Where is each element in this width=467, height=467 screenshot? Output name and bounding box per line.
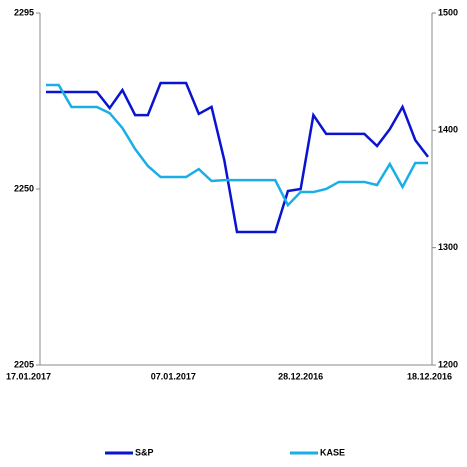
y-tick-label: 2205 bbox=[14, 359, 34, 369]
x-tick-label: 18.12.2016 bbox=[407, 371, 452, 381]
x-tick-label: 17.01.2017 bbox=[6, 371, 51, 381]
y-tick-label: 2250 bbox=[14, 183, 34, 193]
x-tick-label: 28.12.2016 bbox=[278, 371, 323, 381]
y2-tick-label: 1300 bbox=[438, 242, 458, 252]
line-series bbox=[46, 83, 428, 208]
y2-tick-label: 1200 bbox=[438, 359, 458, 369]
x-tick-label: 07.01.2017 bbox=[151, 371, 196, 381]
legend-label: S&P bbox=[135, 447, 154, 457]
y-tick-label: 2295 bbox=[14, 7, 34, 17]
legend-label: KASE bbox=[320, 447, 345, 457]
y2-tick-label: 1400 bbox=[438, 125, 458, 135]
line-series bbox=[46, 81, 429, 234]
y2-tick-label: 1500 bbox=[438, 7, 458, 17]
